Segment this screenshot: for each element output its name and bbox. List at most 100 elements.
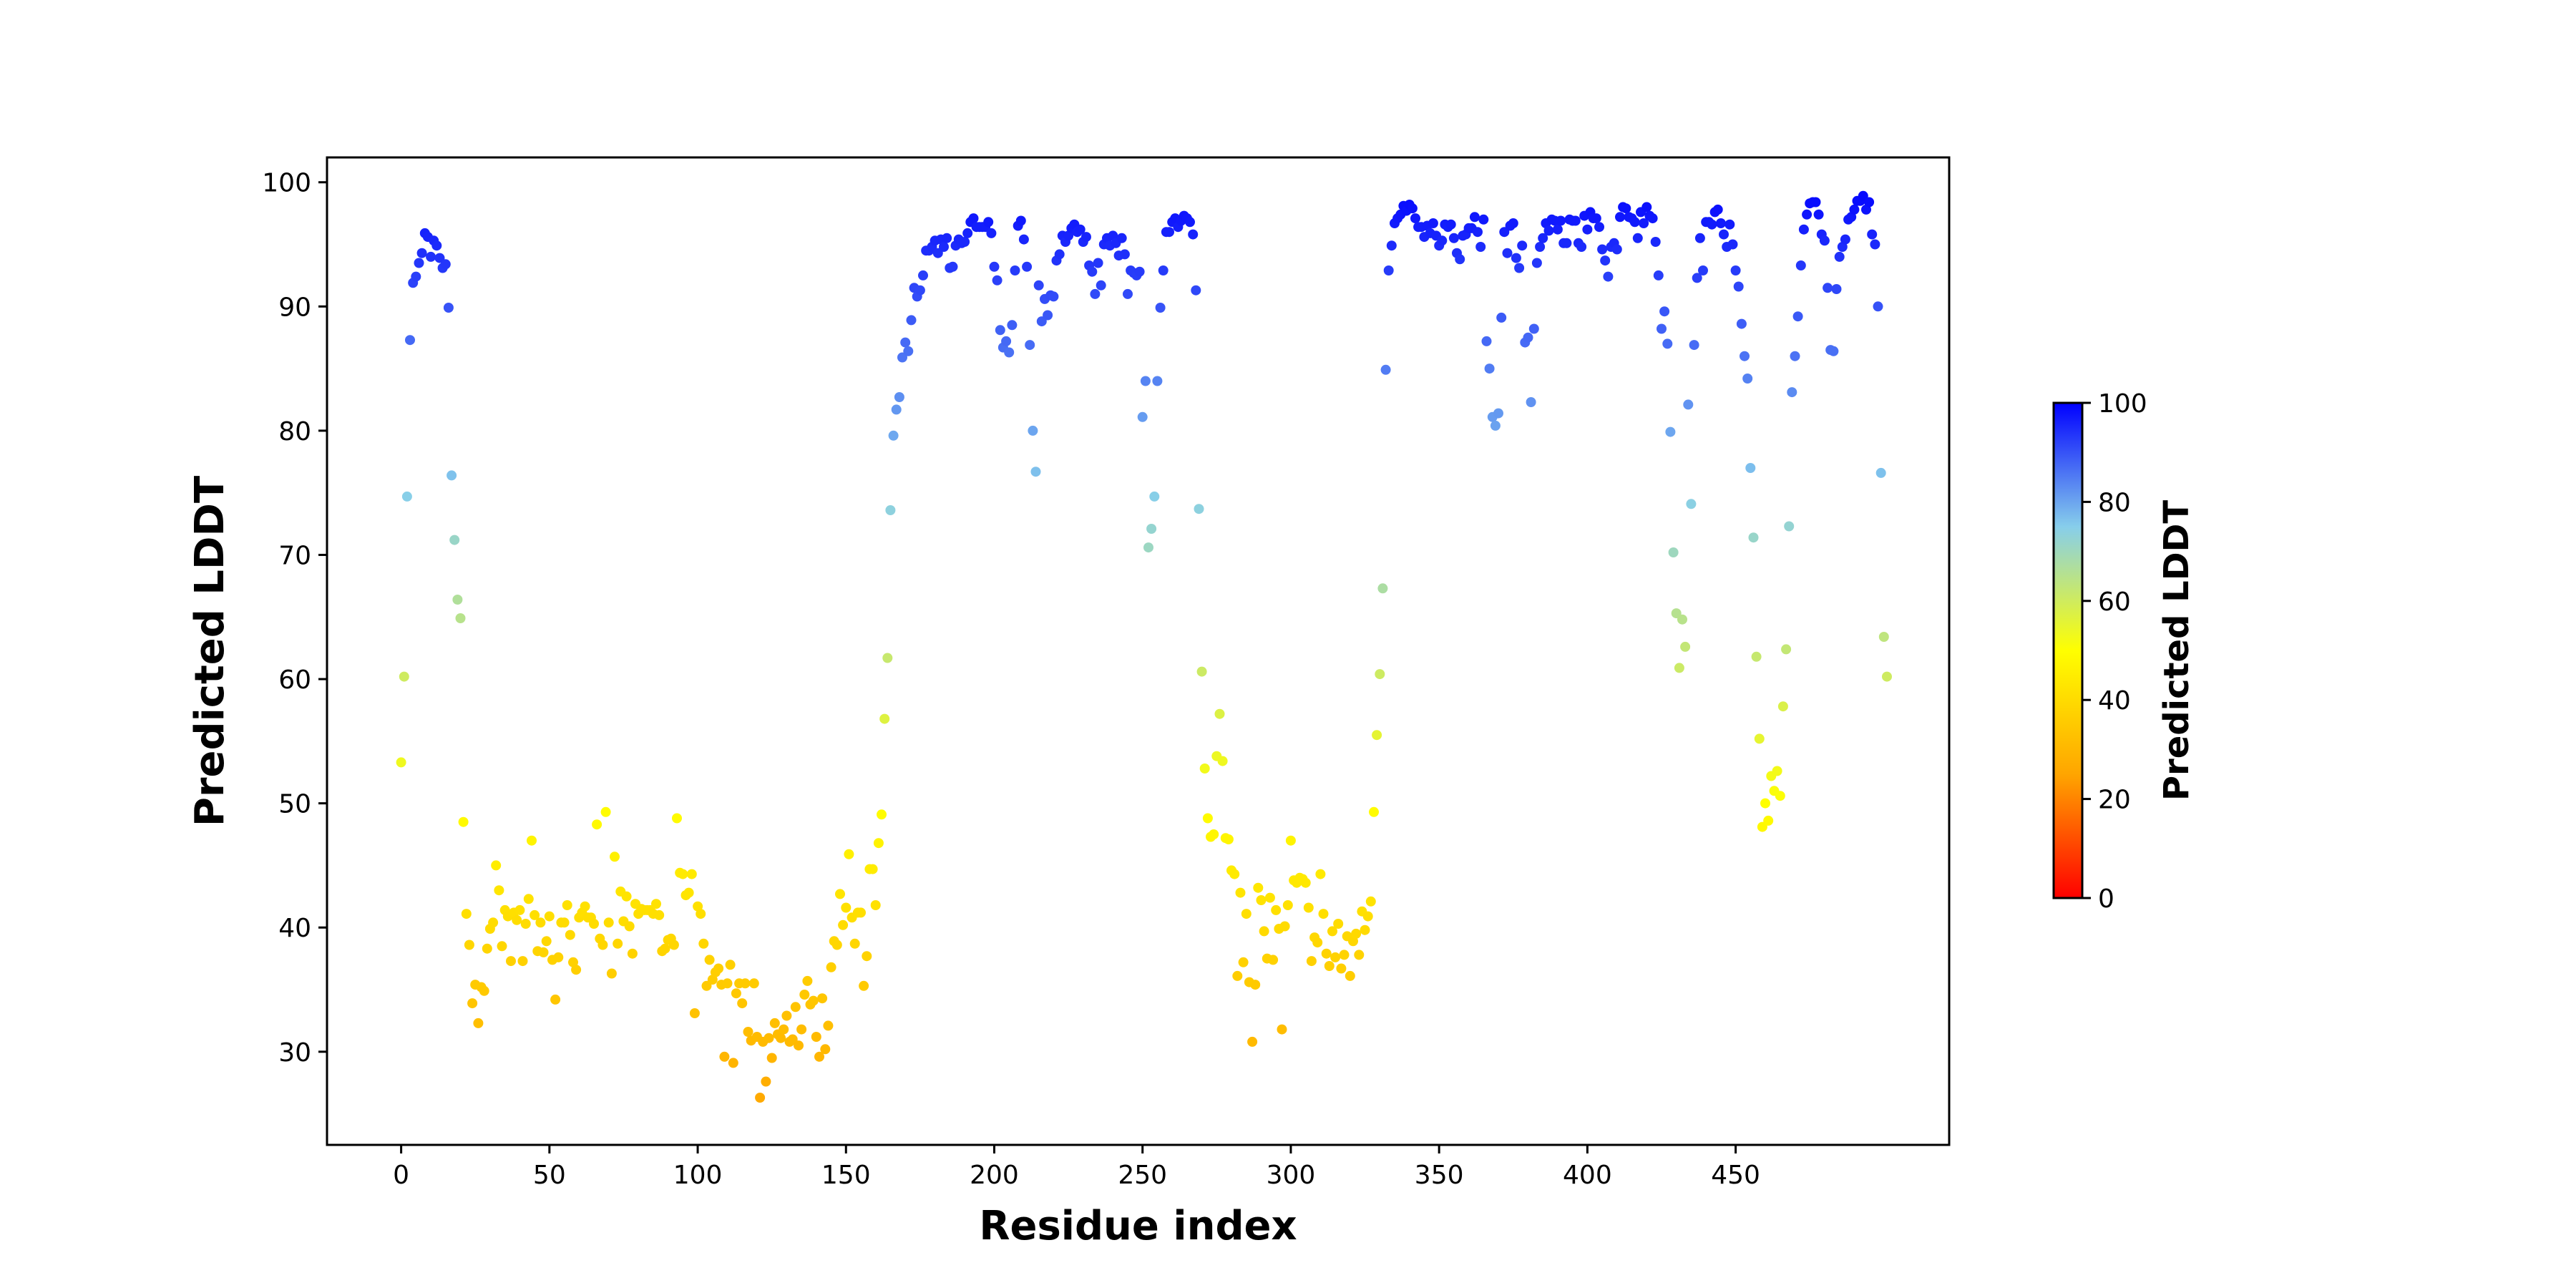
- data-point: [1354, 950, 1365, 960]
- data-point: [1823, 283, 1833, 293]
- data-point: [1010, 265, 1020, 275]
- data-point: [455, 613, 466, 623]
- data-point: [838, 919, 849, 930]
- data-point: [1247, 1036, 1258, 1047]
- data-point: [1155, 303, 1166, 313]
- data-point: [1315, 869, 1326, 879]
- data-point: [482, 943, 492, 954]
- data-point: [856, 907, 866, 918]
- data-point: [1437, 235, 1448, 246]
- data-point: [1621, 203, 1631, 214]
- data-point: [672, 813, 682, 824]
- colorbar-ticks: 0 20 40 60 80 100: [2082, 389, 2147, 914]
- data-point: [1763, 815, 1774, 826]
- data-point: [1671, 608, 1682, 619]
- data-point: [1336, 963, 1347, 974]
- data-point: [897, 352, 907, 363]
- data-point: [553, 952, 564, 962]
- data-point: [610, 852, 620, 862]
- data-point: [530, 909, 540, 920]
- data-point: [1096, 280, 1106, 291]
- x-tick-label: 200: [970, 1161, 1019, 1190]
- data-point: [1478, 214, 1489, 225]
- data-point: [535, 917, 546, 928]
- data-point: [550, 994, 561, 1005]
- data-point: [447, 470, 457, 481]
- data-point: [479, 985, 489, 996]
- data-point: [1256, 895, 1267, 905]
- data-point: [1531, 258, 1542, 268]
- data-point: [728, 1058, 738, 1068]
- data-point: [914, 285, 925, 296]
- data-point: [755, 1093, 766, 1103]
- data-point: [877, 809, 887, 820]
- data-point: [1810, 197, 1821, 208]
- data-point: [1235, 887, 1246, 898]
- data-point: [1043, 310, 1053, 321]
- data-point: [494, 885, 504, 896]
- data-point: [763, 1033, 774, 1043]
- data-point: [1484, 364, 1495, 374]
- data-point: [1875, 467, 1886, 478]
- data-point: [1561, 238, 1572, 248]
- data-point: [440, 259, 451, 270]
- data-point: [464, 940, 474, 950]
- data-point: [1543, 225, 1554, 236]
- data-point: [434, 253, 445, 263]
- data-point: [1781, 644, 1792, 655]
- data-point: [1556, 215, 1566, 226]
- data-point: [698, 938, 709, 949]
- data-point: [1639, 218, 1649, 228]
- data-point: [1048, 291, 1059, 302]
- data-point: [491, 860, 502, 871]
- data-point: [1238, 957, 1249, 967]
- data-point: [624, 921, 635, 932]
- data-point: [1158, 265, 1169, 275]
- data-point: [517, 956, 528, 967]
- data-point: [1647, 213, 1658, 224]
- data-point: [1834, 251, 1845, 262]
- data-point: [396, 757, 406, 768]
- data-point: [1775, 791, 1785, 801]
- data-point: [731, 988, 741, 999]
- data-point: [849, 938, 860, 949]
- data-point: [1075, 224, 1085, 235]
- data-point: [1380, 364, 1391, 375]
- colorbar-tick-label: 40: [2098, 686, 2131, 716]
- data-point: [1597, 244, 1608, 255]
- data-point: [621, 891, 632, 902]
- data-point: [776, 1033, 786, 1043]
- data-point: [1312, 937, 1323, 948]
- data-point: [571, 965, 582, 975]
- data-point: [939, 242, 949, 252]
- y-tick-label: 80: [278, 417, 311, 447]
- data-point: [1119, 249, 1130, 260]
- data-point: [1523, 332, 1533, 343]
- data-point: [668, 940, 679, 950]
- data-point: [683, 887, 694, 898]
- data-point: [794, 1040, 804, 1051]
- data-point: [1745, 463, 1756, 473]
- data-point: [538, 947, 549, 957]
- data-point: [696, 909, 706, 919]
- data-point: [1445, 219, 1456, 230]
- data-point: [1090, 288, 1101, 299]
- data-point: [1751, 651, 1762, 662]
- data-point: [1674, 663, 1684, 673]
- data-point: [1259, 926, 1269, 937]
- data-point: [1185, 217, 1195, 228]
- data-point: [1007, 320, 1018, 331]
- x-tick-label: 350: [1415, 1161, 1464, 1190]
- data-point: [769, 1018, 780, 1028]
- data-point: [1253, 882, 1264, 893]
- data-point: [458, 816, 469, 827]
- data-point: [1840, 234, 1850, 245]
- data-point: [1552, 224, 1563, 235]
- data-point: [766, 1053, 777, 1063]
- data-point: [820, 1044, 831, 1055]
- data-point: [1481, 336, 1492, 346]
- data-point: [1603, 271, 1614, 282]
- data-point: [1282, 900, 1293, 910]
- data-point: [1802, 209, 1813, 220]
- data-point: [1730, 265, 1741, 275]
